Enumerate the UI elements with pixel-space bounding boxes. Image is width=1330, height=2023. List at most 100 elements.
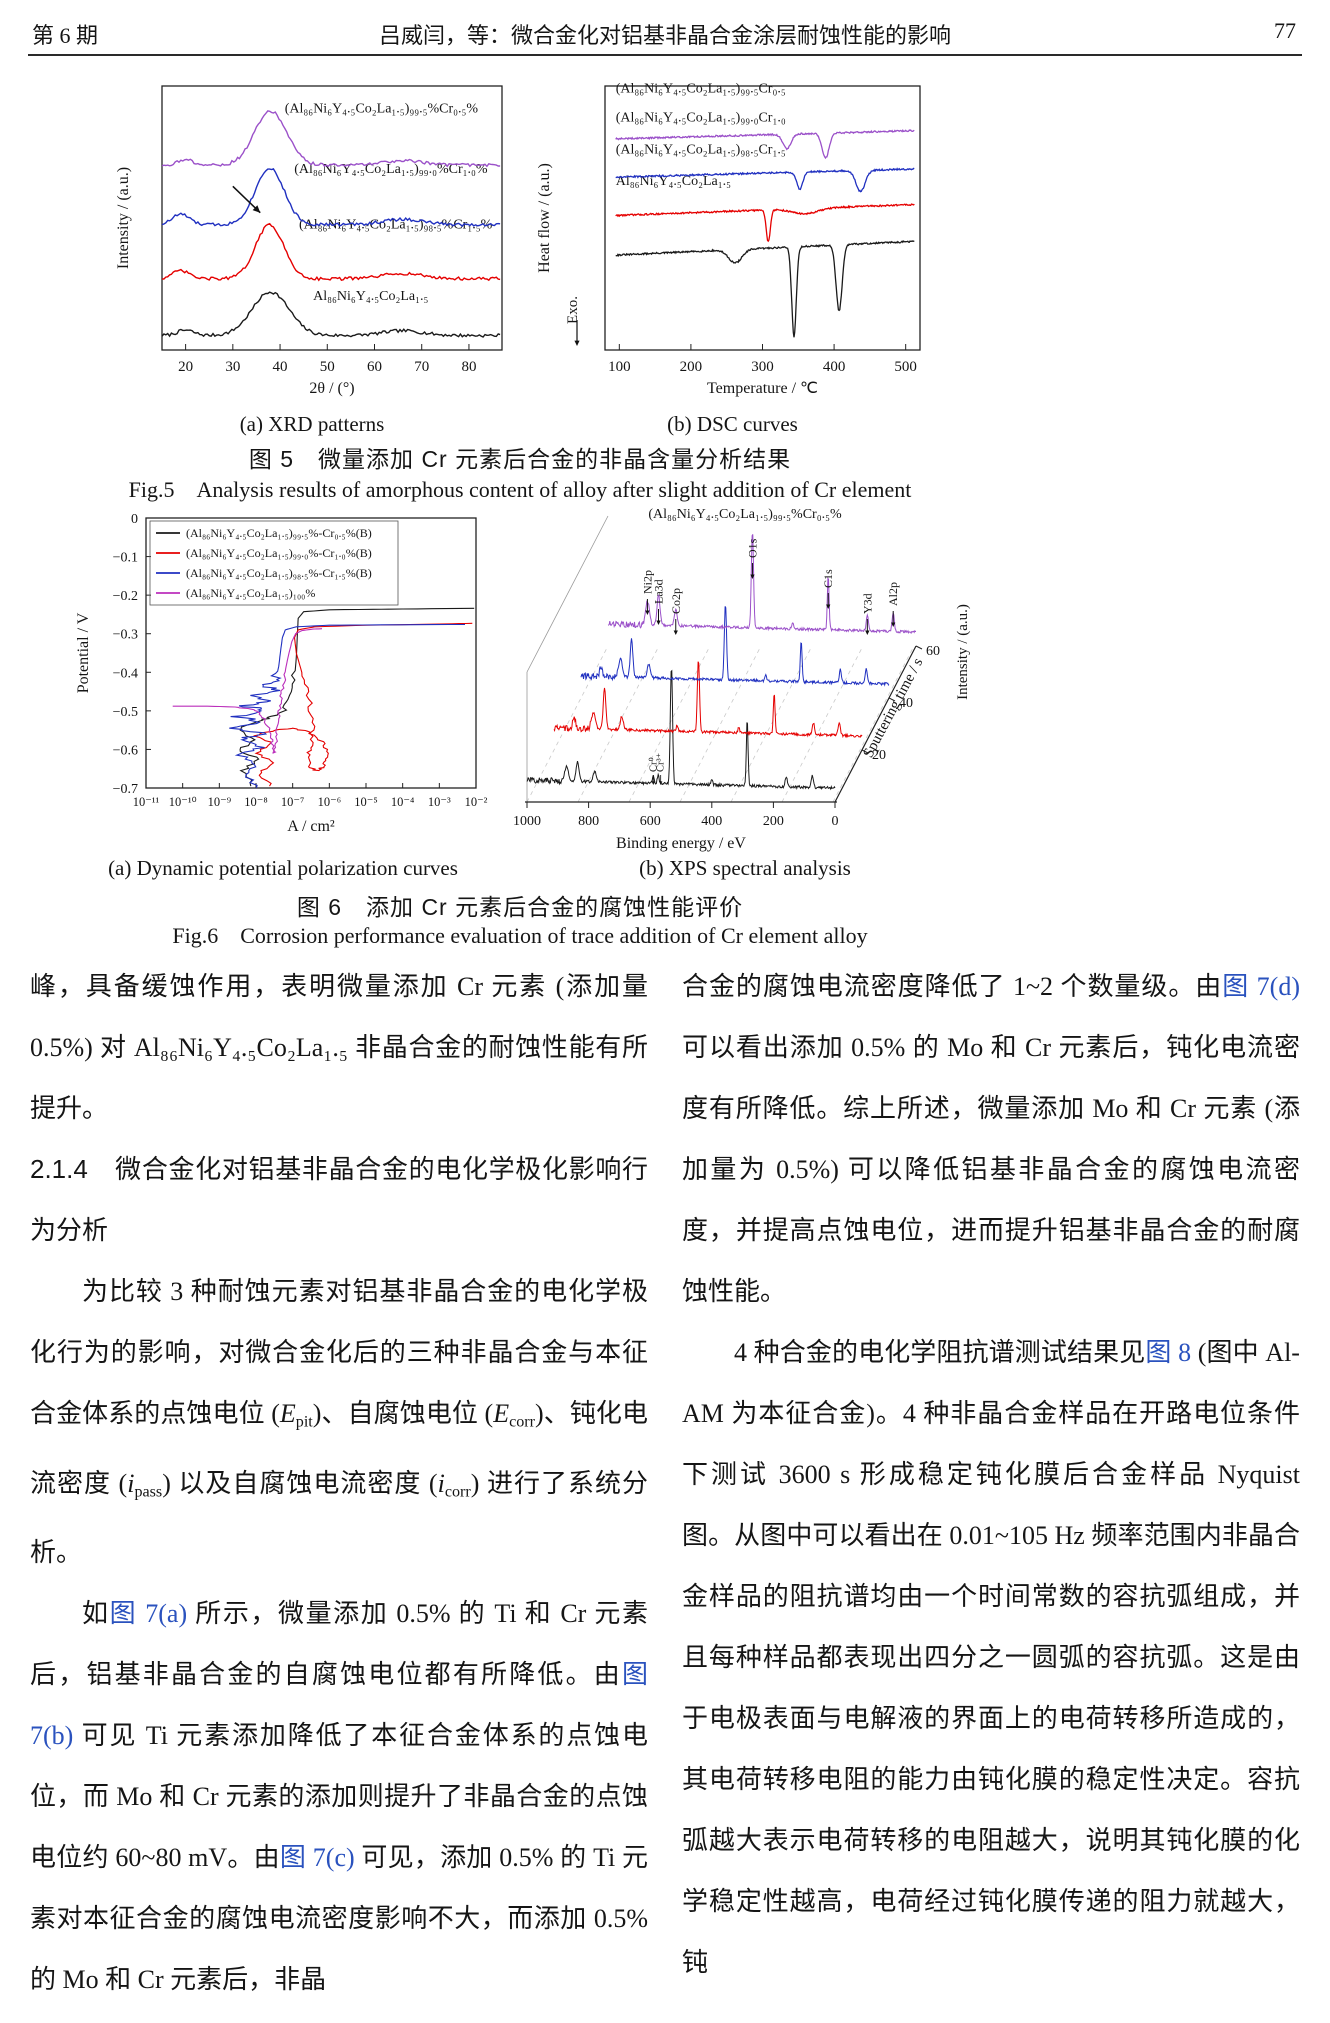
- svg-text:Al₈₆Ni₆Y₄.₅Co₂La₁.₅: Al₈₆Ni₆Y₄.₅Co₂La₁.₅: [313, 289, 428, 304]
- text-run: ) 以及自腐蚀电流密度 (: [162, 1468, 438, 1498]
- figure-ref[interactable]: 图 7(b): [30, 1660, 648, 1750]
- section-heading: 2.1.4 微合金化对铝基非晶合金的电化学极化影响行为分析: [30, 1139, 648, 1261]
- text-run: 4 种合金的电化学阻抗谱测试结果见: [734, 1338, 1146, 1367]
- svg-text:Y3d: Y3d: [860, 593, 874, 614]
- figure-ref[interactable]: 图 8: [1145, 1338, 1192, 1367]
- paragraph: 峰，具备缓蚀作用，表明微量添加 Cr 元素 (添加量 0.5%) 对 Al₈₆N…: [30, 956, 648, 1139]
- text-run: 所示，微量添加 0.5% 的 Ti 和 Cr 元素后，铝基非晶合金的自腐蚀电位都…: [30, 1599, 648, 1689]
- figure5-subcaption-a: (a) XRD patterns: [239, 412, 385, 436]
- page-header: 第 6 期 吕威闫，等：微合金化对铝基非晶合金涂层耐蚀性能的影响 77: [28, 16, 1302, 56]
- variable: E: [493, 1399, 510, 1428]
- svg-text:60: 60: [367, 359, 382, 375]
- svg-text:10⁻⁶: 10⁻⁶: [318, 795, 341, 809]
- svg-text:−0.3: −0.3: [113, 628, 138, 643]
- svg-text:(Al₈₆Ni₆Y₄.₅Co₂La₁.₅)₉₈.₅%Cr₁.: (Al₈₆Ni₆Y₄.₅Co₂La₁.₅)₉₈.₅%Cr₁.₅%: [299, 218, 493, 233]
- svg-text:Temperature / ℃: Temperature / ℃: [707, 380, 818, 397]
- variable: corr: [509, 1413, 536, 1431]
- svg-text:0: 0: [131, 512, 138, 527]
- svg-text:Co2p: Co2p: [669, 588, 683, 614]
- svg-text:(Al₈₆Ni₆Y₄.₅Co₂La₁.₅)₉₉.₀%Cr₁.: (Al₈₆Ni₆Y₄.₅Co₂La₁.₅)₉₉.₀%Cr₁.₀%: [294, 162, 488, 177]
- svg-text:200: 200: [763, 814, 784, 829]
- text-run: 可见，添加 0.5% 的 Ti 元素对本征合金的腐蚀电流密度影响不大，而添加 0…: [30, 1843, 648, 1994]
- svg-text:O1s: O1s: [745, 538, 759, 558]
- variable: pit: [295, 1413, 313, 1431]
- svg-text:Al₈₆Ni₆Y₄.₅Co₂La₁.₅: Al₈₆Ni₆Y₄.₅Co₂La₁.₅: [616, 174, 731, 189]
- xps-chart: 1000 800 600 400 200 0 Binding energy / eV 20 40…: [505, 502, 985, 859]
- svg-text:(Al₈₆Ni₆Y₄.₅Co₂La₁.₅)₉₉.₅%Cr₀.: (Al₈₆Ni₆Y₄.₅Co₂La₁.₅)₉₉.₅%Cr₀.₅%: [648, 507, 842, 522]
- variable: E: [279, 1399, 296, 1428]
- svg-text:200: 200: [680, 359, 703, 375]
- svg-text:Intensity / (a.u.): Intensity / (a.u.): [955, 604, 971, 700]
- text-run: 如: [82, 1599, 110, 1628]
- paragraph: 合金的腐蚀电流密度降低了 1~2 个数量级。由图 7(d) 可以看出添加 0.5…: [682, 956, 1300, 1322]
- svg-text:2θ / (°): 2θ / (°): [309, 380, 354, 397]
- svg-text:50: 50: [320, 359, 335, 375]
- variable: i: [437, 1468, 445, 1498]
- svg-text:Potential / V: Potential / V: [75, 612, 92, 693]
- running-title: 吕威闫，等：微合金化对铝基非晶合金涂层耐蚀性能的影响: [378, 23, 951, 48]
- svg-text:10⁻⁸: 10⁻⁸: [244, 795, 267, 809]
- svg-text:(Al₈₆Ni₆Y₄.₅Co₂La₁.₅)₉₈.₅Cr₁.₅: (Al₈₆Ni₆Y₄.₅Co₂La₁.₅)₉₈.₅Cr₁.₅: [616, 142, 786, 157]
- figure-ref[interactable]: 图 7(d): [1222, 972, 1300, 1001]
- svg-text:40: 40: [899, 696, 913, 711]
- text-run: 为比较 3 种耐蚀元素对铝基非晶合金的电化学极化行为的影响，对微合金化后的三种非…: [30, 1277, 648, 1428]
- text-run: ) 进行了系统分析。: [30, 1468, 648, 1568]
- svg-text:10⁻⁷: 10⁻⁷: [281, 795, 304, 809]
- svg-text:30: 30: [225, 359, 240, 375]
- svg-text:70: 70: [414, 359, 429, 375]
- figure6-caption-en: Fig.6 Corrosion performance evaluation o…: [172, 923, 868, 948]
- text-run: )、钝化电流密度 (: [30, 1399, 648, 1498]
- xrd-chart: 20 30 40 50 60 70 80 2θ / (°) Intensity / (a.u.)…: [112, 78, 512, 413]
- svg-text:Binding energy / eV: Binding energy / eV: [616, 835, 746, 852]
- svg-text:10⁻¹¹: 10⁻¹¹: [133, 795, 160, 809]
- paragraph: 4 种合金的电化学阻抗谱测试结果见图 8 (图中 Al-AM 为本征合金)。4 …: [682, 1322, 1300, 1993]
- svg-text:600: 600: [640, 814, 661, 829]
- paragraph: 为比较 3 种耐蚀元素对铝基非晶合金的电化学极化行为的影响，对微合金化后的三种非…: [30, 1261, 648, 1583]
- svg-text:−0.2: −0.2: [113, 589, 138, 604]
- svg-text:10⁻⁴: 10⁻⁴: [391, 795, 414, 809]
- variable: pass: [134, 1483, 163, 1500]
- text-run: )、自腐蚀电位 (: [312, 1399, 494, 1428]
- svg-text:−0.4: −0.4: [113, 666, 138, 681]
- svg-text:−0.5: −0.5: [113, 705, 138, 720]
- svg-text:400: 400: [701, 814, 722, 829]
- svg-text:(Al₈₆Ni₆Y₄.₅Co₂La₁.₅)₉₈.₅%-Cr₁: (Al₈₆Ni₆Y₄.₅Co₂La₁.₅)₉₈.₅%-Cr₁.₅%(B): [186, 566, 372, 580]
- dsc-chart: 100 200 300 400 500 Temperature / ℃ Heat flow …: [535, 78, 930, 413]
- svg-text:(Al₈₆Ni₆Y₄.₅Co₂La₁.₅)₉₉.₅%-Cr₀: (Al₈₆Ni₆Y₄.₅Co₂La₁.₅)₉₉.₅%-Cr₀.₅%(B): [186, 526, 372, 540]
- svg-text:Cr³⁺: Cr³⁺: [656, 752, 667, 772]
- svg-text:A / cm²: A / cm²: [287, 818, 335, 835]
- svg-text:10⁻³: 10⁻³: [428, 795, 451, 809]
- svg-text:Heat flow / (a.u.): Heat flow / (a.u.): [536, 163, 553, 273]
- svg-text:Ni2p: Ni2p: [640, 570, 654, 594]
- text-run: (图中 Al-AM 为本征合金)。4 种非晶合金样品在开路电位条件下测试 360…: [682, 1338, 1300, 1977]
- svg-text:300: 300: [751, 359, 774, 375]
- variable: i: [127, 1468, 135, 1498]
- svg-text:(Al₈₆Ni₆Y₄.₅Co₂La₁.₅)₉₉.₅Cr₀.₅: (Al₈₆Ni₆Y₄.₅Co₂La₁.₅)₉₉.₅Cr₀.₅: [616, 82, 786, 97]
- svg-text:Sputtering time / s: Sputtering time / s: [860, 655, 926, 760]
- svg-text:−0.6: −0.6: [113, 743, 138, 758]
- text-run: 合金的腐蚀电流密度降低了 1~2 个数量级。由: [682, 972, 1223, 1001]
- page-number: 77: [1274, 18, 1296, 43]
- svg-text:10⁻⁵: 10⁻⁵: [354, 795, 377, 809]
- figure6-subcaption-a: (a) Dynamic potential polarization curve…: [108, 856, 458, 880]
- svg-text:60: 60: [926, 644, 940, 659]
- journal-issue: 第 6 期: [32, 23, 99, 48]
- svg-text:100: 100: [608, 359, 631, 375]
- svg-text:0: 0: [832, 814, 839, 829]
- figure-ref[interactable]: 图 7(c): [279, 1843, 355, 1872]
- svg-text:10⁻¹⁰: 10⁻¹⁰: [169, 795, 197, 809]
- svg-text:400: 400: [823, 359, 846, 375]
- figure-ref[interactable]: 图 7(a): [109, 1599, 188, 1628]
- svg-text:C1s: C1s: [821, 569, 835, 588]
- svg-text:80: 80: [461, 359, 476, 375]
- svg-text:Intensity / (a.u.): Intensity / (a.u.): [115, 167, 132, 269]
- body-left-column: 峰，具备缓蚀作用，表明微量添加 Cr 元素 (添加量 0.5%) 对 Al₈₆N…: [30, 956, 648, 2010]
- paragraph: 如图 7(a) 所示，微量添加 0.5% 的 Ti 和 Cr 元素后，铝基非晶合…: [30, 1583, 648, 2010]
- figure5-caption-en: Fig.5 Analysis results of amorphous cont…: [128, 477, 912, 502]
- figure6-caption-cn: 图 6 添加 Cr 元素后合金的腐蚀性能评价: [296, 894, 744, 920]
- svg-text:10⁻⁹: 10⁻⁹: [208, 795, 231, 809]
- variable: corr: [444, 1483, 471, 1500]
- figure5-caption-cn: 图 5 微量添加 Cr 元素后合金的非晶含量分析结果: [248, 446, 792, 472]
- svg-text:(Al₈₆Ni₆Y₄.₅Co₂La₁.₅)₉₉.₀Cr₁.₀: (Al₈₆Ni₆Y₄.₅Co₂La₁.₅)₉₉.₀Cr₁.₀: [616, 111, 786, 126]
- svg-text:20: 20: [872, 748, 886, 763]
